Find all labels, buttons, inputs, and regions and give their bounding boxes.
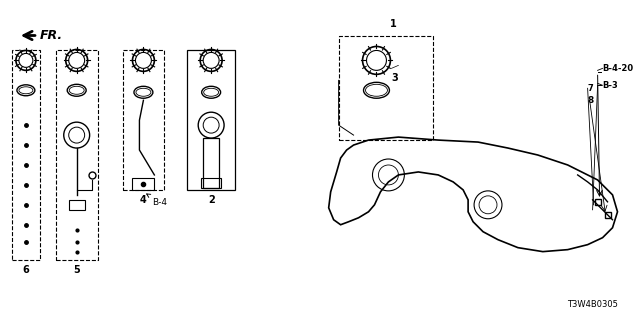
Text: 4: 4 <box>140 195 147 205</box>
Text: 3: 3 <box>392 73 398 83</box>
Text: 7: 7 <box>588 84 593 93</box>
Bar <box>203 138 219 188</box>
Text: T3W4B0305: T3W4B0305 <box>566 300 618 309</box>
Text: B-4: B-4 <box>147 194 168 207</box>
Bar <box>122 51 164 190</box>
Bar <box>339 36 433 140</box>
Text: 2: 2 <box>208 195 214 205</box>
Bar <box>68 200 84 210</box>
Text: B-4-20: B-4-20 <box>603 64 634 73</box>
Text: B-3: B-3 <box>603 81 618 90</box>
Text: 6: 6 <box>22 265 29 275</box>
Text: 1: 1 <box>390 19 397 28</box>
Text: 8: 8 <box>588 96 594 105</box>
Bar <box>56 51 98 260</box>
Bar <box>132 178 154 190</box>
Text: FR.: FR. <box>40 29 63 42</box>
Text: 5: 5 <box>74 265 80 275</box>
Bar <box>201 178 221 188</box>
Bar <box>12 51 40 260</box>
Bar <box>188 51 235 190</box>
